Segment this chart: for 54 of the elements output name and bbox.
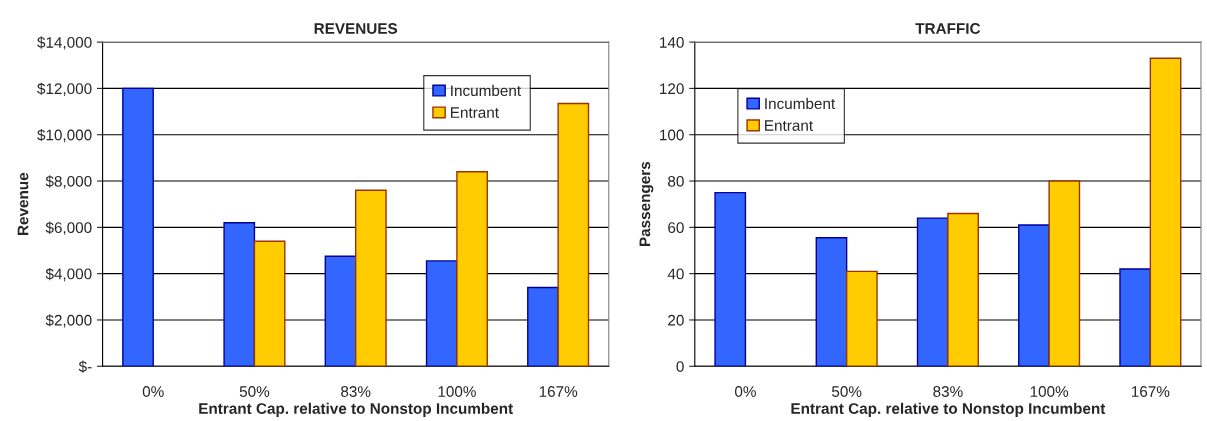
legend-label: Entrant xyxy=(765,120,813,131)
legend-label: Entrant xyxy=(451,107,499,118)
bar xyxy=(916,217,949,367)
x-tick-label: 50% xyxy=(831,386,862,397)
y-tick-label: $12,000 xyxy=(37,82,92,96)
x-axis-title: Entrant Cap. relative to Nonstop Incumbent xyxy=(199,402,513,417)
x-tick-label: 100% xyxy=(438,386,476,397)
bar xyxy=(425,260,458,367)
bar xyxy=(122,87,154,367)
x-tick-label: 167% xyxy=(1131,386,1170,397)
y-tick-label: 0 xyxy=(676,361,684,372)
y-axis-title: Passengers xyxy=(639,161,654,247)
x-axis-title: Entrant Cap. relative to Nonstop Incumbent xyxy=(791,402,1106,417)
y-tick-label: $2,000 xyxy=(45,314,92,328)
bar xyxy=(1018,224,1050,367)
bar xyxy=(714,191,747,367)
y-tick-label: 20 xyxy=(668,314,684,326)
bar xyxy=(253,240,286,367)
y-tick-label: 120 xyxy=(660,83,684,95)
bar xyxy=(947,212,979,367)
bar xyxy=(557,102,590,367)
x-tick-label: 83% xyxy=(341,386,371,397)
bar xyxy=(845,270,878,367)
x-tick-label: 100% xyxy=(1030,386,1069,397)
y-tick-label: 140 xyxy=(660,36,684,48)
legend-label: Incumbent xyxy=(765,97,836,110)
y-tick-label: 100 xyxy=(660,129,684,141)
chart-title: REVENUES xyxy=(314,23,398,34)
y-tick-label: $4,000 xyxy=(45,267,92,282)
x-tick-label: 0% xyxy=(142,386,164,397)
y-tick-label: 80 xyxy=(668,175,684,187)
y-tick-label: 40 xyxy=(667,268,684,280)
chart-title: TRAFFIC xyxy=(915,23,981,34)
bar xyxy=(815,237,848,367)
bar xyxy=(1048,180,1081,367)
x-tick-label: 0% xyxy=(734,386,756,397)
y-tick-label: $8,000 xyxy=(45,175,92,189)
y-tick-label: $- xyxy=(78,360,92,373)
bar xyxy=(1119,268,1152,367)
bar xyxy=(354,189,387,367)
bar xyxy=(223,222,256,367)
bar xyxy=(324,255,357,367)
y-tick-label: $6,000 xyxy=(45,221,92,235)
x-tick-label: 167% xyxy=(539,386,578,397)
bar xyxy=(456,171,488,367)
x-tick-label: 83% xyxy=(933,386,963,397)
y-tick-label: $10,000 xyxy=(37,128,92,143)
x-tick-label: 50% xyxy=(239,386,270,397)
y-axis-title: Revenue xyxy=(17,172,29,235)
y-tick-label: $14,000 xyxy=(37,36,92,50)
y-tick-label: 60 xyxy=(668,222,684,234)
bar xyxy=(1149,57,1182,367)
legend-label: Incumbent xyxy=(451,84,521,97)
bar xyxy=(527,286,559,367)
